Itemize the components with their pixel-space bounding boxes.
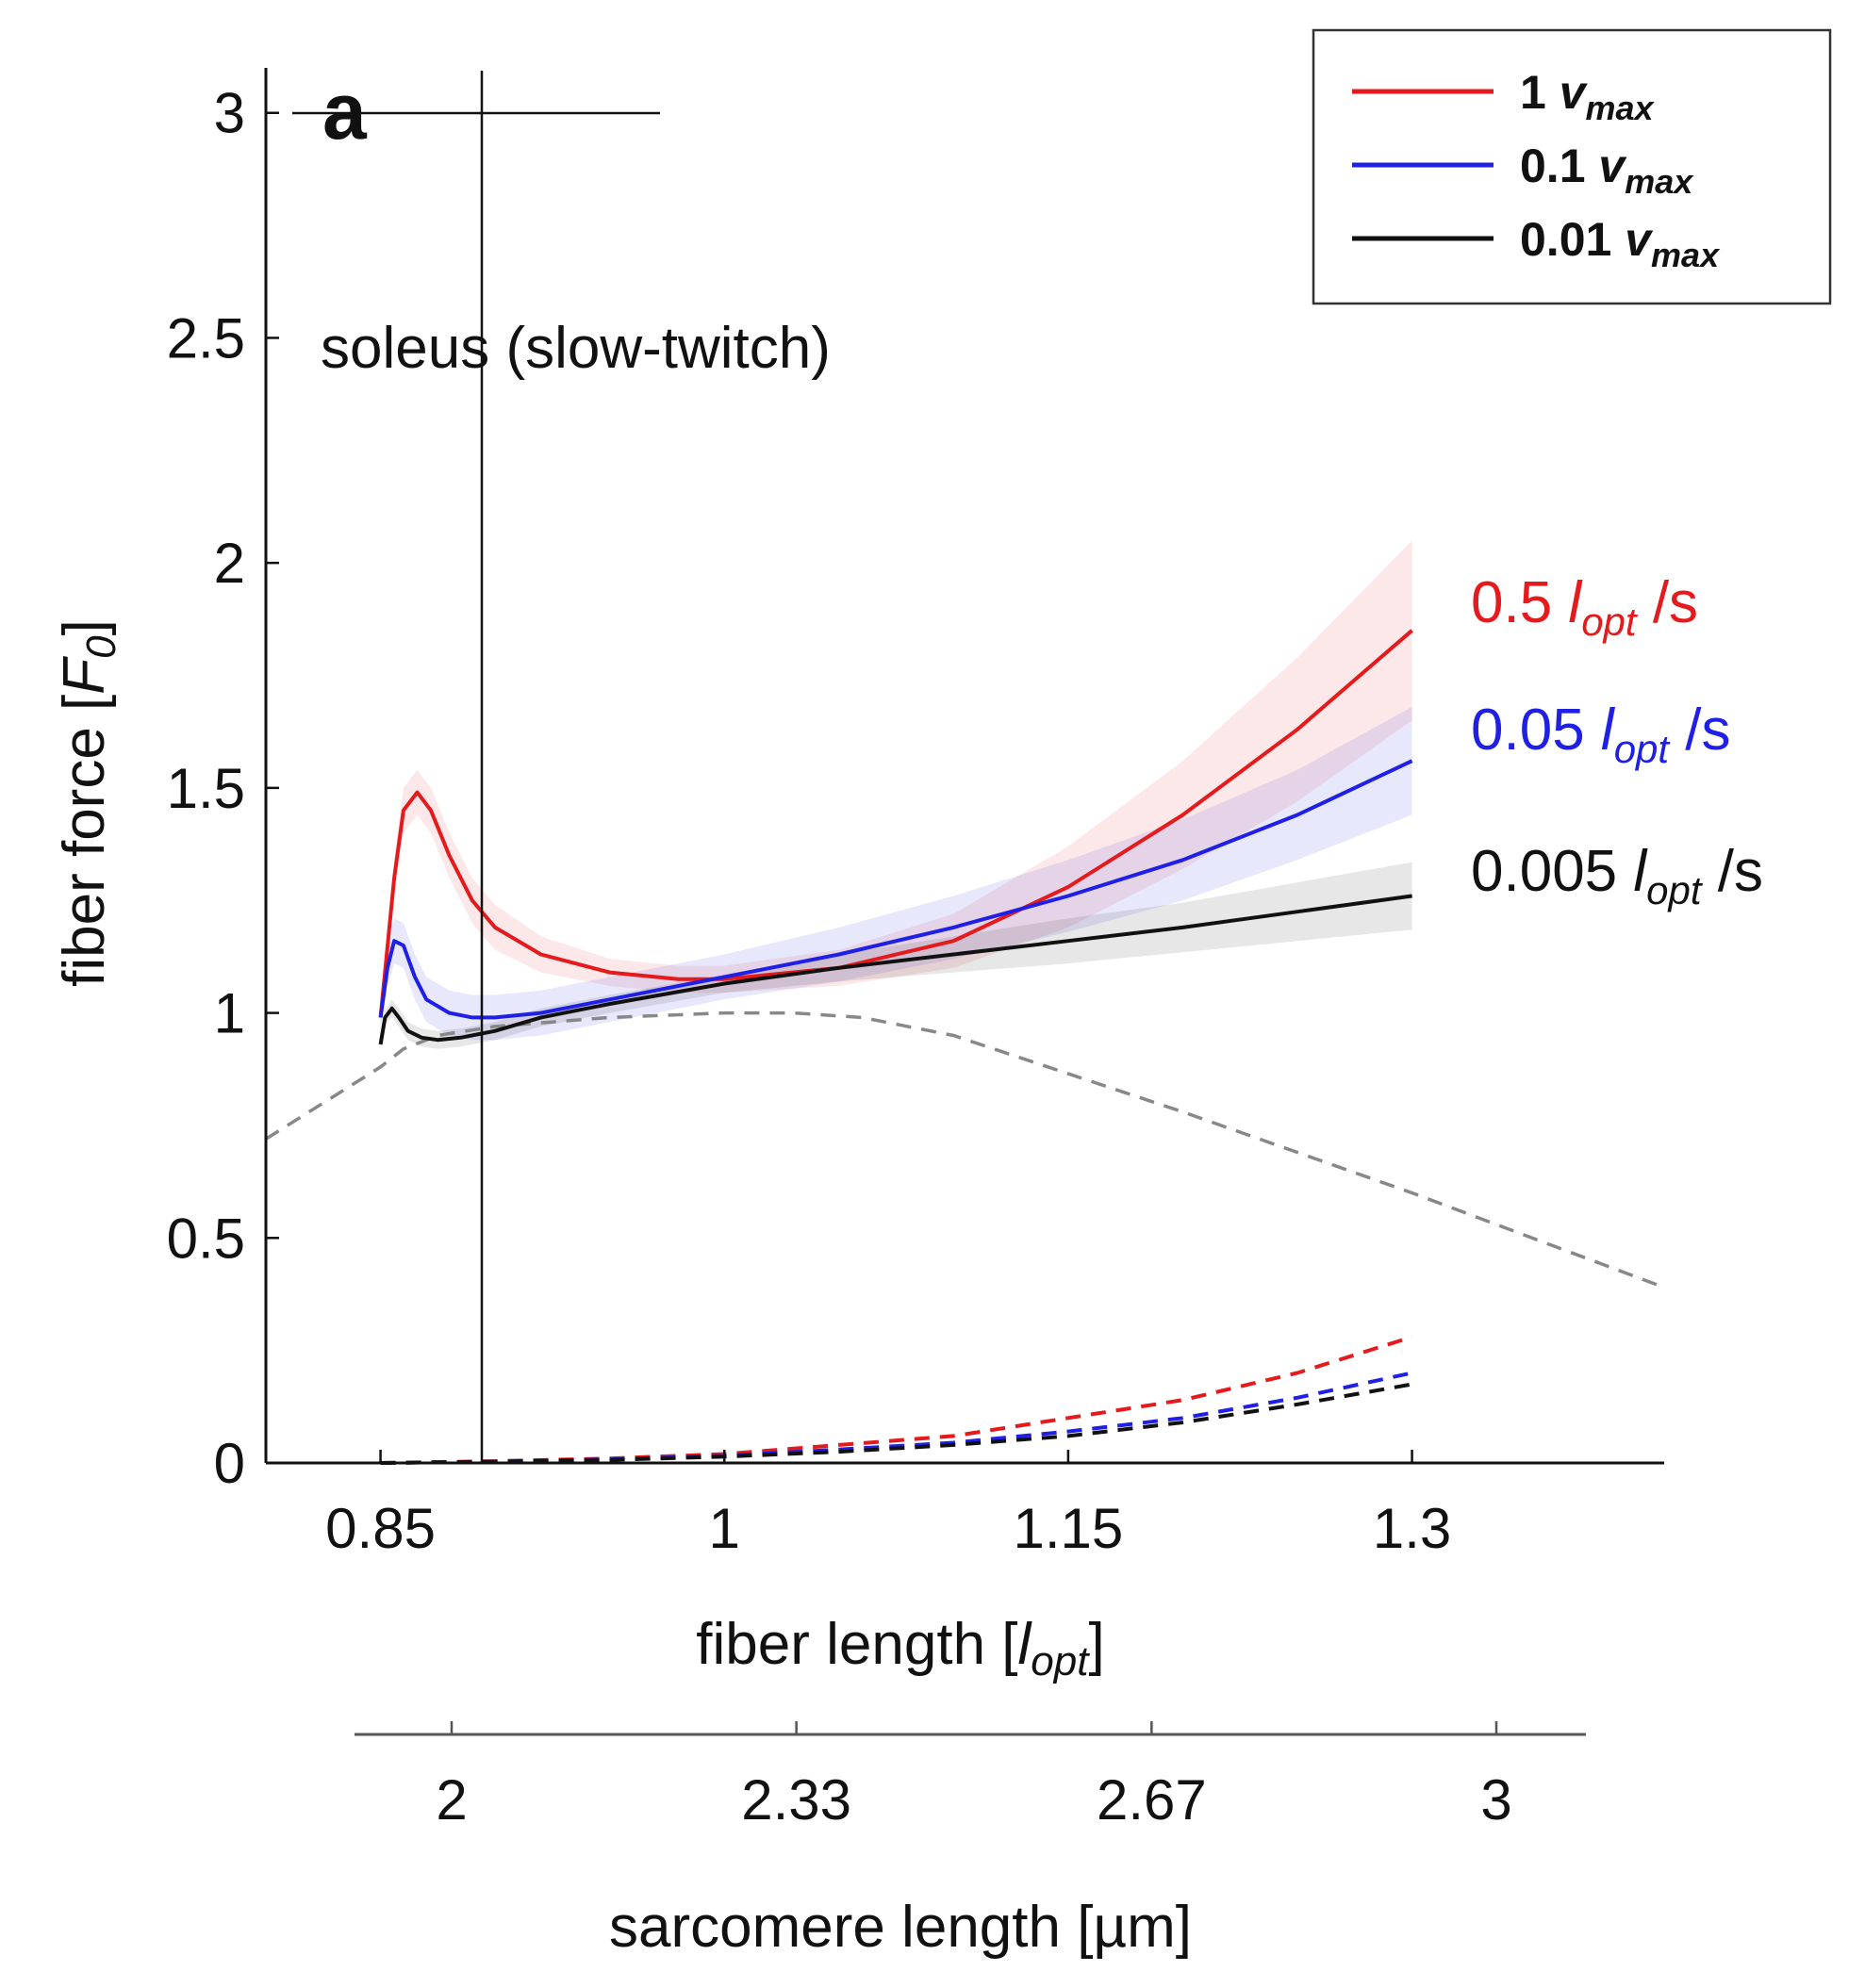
x-tick-label: 1.3 (1373, 1497, 1451, 1560)
force-length-reference (265, 1010, 1665, 1290)
legend: 1 vmax 0.1 vmax 0.01 vmax (1312, 28, 1832, 305)
legend-items: 1 vmax 0.1 vmax 0.01 vmax (1352, 66, 1721, 274)
series-line (378, 629, 1413, 1018)
series-end-label: 0.05 lopt /s (1471, 698, 1731, 771)
confidence-bands (380, 540, 1412, 1049)
panel-label: a (322, 67, 368, 156)
sarcomere-length-axis: 2 2.33 2.67 3 (355, 1721, 1586, 1832)
y-tick-label: 0.5 (167, 1207, 245, 1270)
y-tick-label: 3 (214, 82, 245, 145)
legend-label: 0.1 vmax (1520, 140, 1694, 201)
confidence-band (380, 706, 1412, 1041)
x-tick-label: 1 (709, 1497, 740, 1560)
force-length-reference-line (265, 1010, 1665, 1290)
series-lines (378, 629, 1413, 1045)
passive-force-line (380, 1335, 1413, 1465)
y-tick-label: 2 (214, 532, 245, 595)
y-ticks: 0 0.5 1 1.5 2 2.5 3 (167, 82, 279, 1495)
series-end-label: 0.5 lopt /s (1471, 570, 1698, 644)
series-line (378, 894, 1412, 1045)
secondary-tick-label: 2.33 (741, 1768, 851, 1832)
y-tick-label: 1.5 (167, 757, 245, 820)
secondary-tick-label: 2 (436, 1768, 467, 1832)
axes: 0 0.5 1 1.5 2 2.5 3 0.85 1 1.15 1.3 (167, 68, 1664, 1560)
chart-subtitle: soleus (slow-twitch) (321, 316, 831, 381)
passive-force-line (380, 1382, 1412, 1465)
legend-label: 1 vmax (1520, 66, 1656, 127)
secondary-axis-title: sarcomere length [µm] (609, 1895, 1192, 1960)
x-ticks: 0.85 1 1.15 1.3 (325, 1450, 1451, 1560)
legend-label: 0.01 vmax (1520, 213, 1721, 274)
series-line (378, 759, 1413, 1020)
secondary-tick-label: 2.67 (1097, 1768, 1207, 1832)
y-tick-label: 1 (214, 982, 245, 1045)
x-tick-label: 0.85 (325, 1497, 436, 1560)
y-tick-label: 2.5 (167, 306, 245, 370)
x-tick-label: 1.15 (1014, 1497, 1124, 1560)
x-axis-title: fiber length [lopt] (696, 1612, 1104, 1684)
y-tick-label: 0 (214, 1432, 245, 1495)
secondary-tick-label: 3 (1480, 1768, 1511, 1832)
passive-force-line (380, 1371, 1413, 1465)
passive-force-curves (380, 1335, 1413, 1465)
series-end-labels: 0.5 lopt /s 0.05 lopt /s 0.005 lopt /s (1471, 570, 1763, 912)
secondary-ticks: 2 2.33 2.67 3 (436, 1721, 1512, 1832)
confidence-band (380, 540, 1412, 1027)
y-axis-title: fiber force [F0] (52, 619, 124, 987)
series-end-label: 0.005 lopt /s (1471, 839, 1763, 912)
